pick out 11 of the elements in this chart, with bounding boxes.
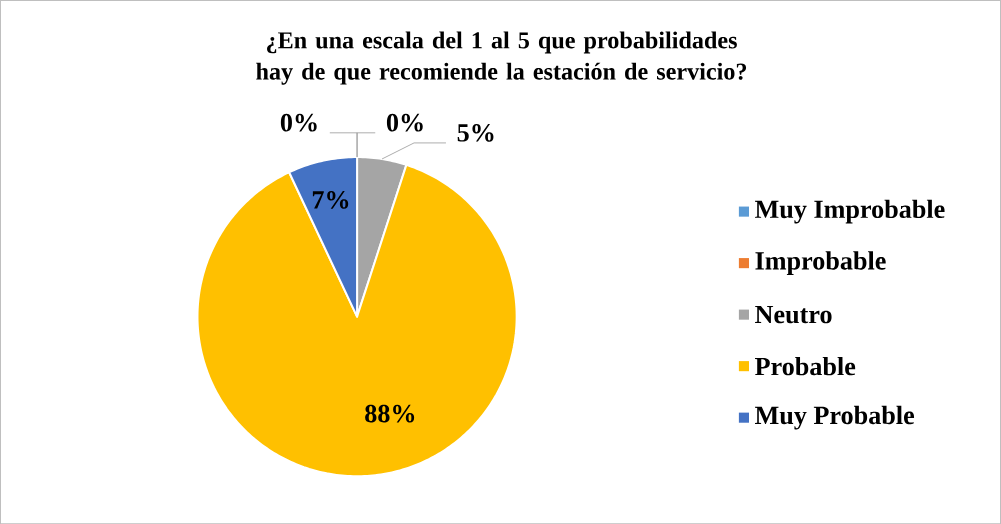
- chart-title: ¿En una escala del 1 al 5 que probabilidades hay de que recomiende la estación de servicio?: [256, 31, 747, 85]
- data-label: 88%: [365, 404, 415, 423]
- text: 0%: [386, 113, 423, 132]
- legend-label: Neutro: [755, 305, 832, 324]
- legend-label: Muy Probable: [755, 405, 915, 430]
- legend-label: Muy Improbable: [755, 199, 945, 224]
- legend-label: Improbable: [755, 251, 886, 275]
- data-label: 7%: [312, 190, 349, 209]
- legend-label: Probable: [755, 356, 856, 376]
- text: 0%: [280, 113, 317, 132]
- data-label: 5%: [457, 123, 494, 142]
